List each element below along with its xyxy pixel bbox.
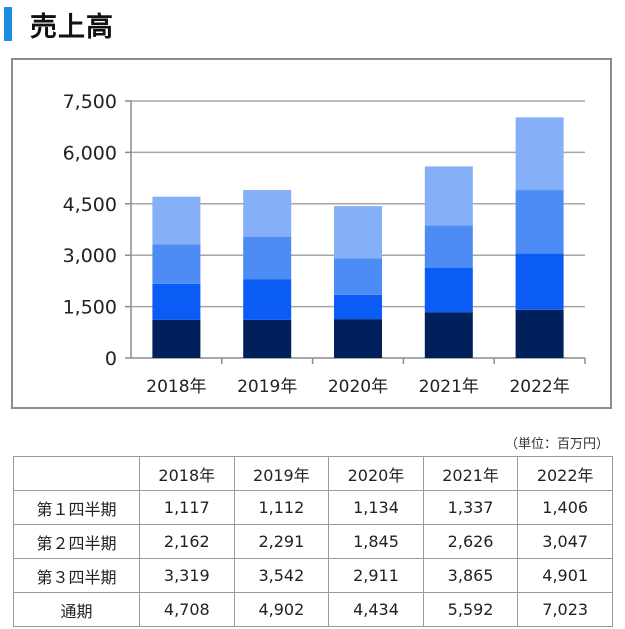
- x-tick-label: 2021年: [419, 377, 479, 397]
- title-accent-bar: [4, 7, 12, 41]
- page-title: 売上高: [30, 11, 114, 43]
- x-tick-label: 2020年: [328, 377, 388, 397]
- bar-segment: [152, 283, 201, 320]
- bar-segment: [515, 190, 564, 254]
- y-tick-label: 7,500: [63, 91, 117, 113]
- bar-segment: [424, 268, 473, 313]
- bar-segment: [334, 206, 382, 259]
- table-cell: 3,047: [517, 524, 613, 559]
- chart-frame: 0 1,500 3,000 4,500 6,000 7,500 2018年 2019年 2020…: [11, 58, 612, 409]
- x-tick-label: 2019年: [237, 377, 297, 397]
- table-row-label: 通期: [13, 592, 140, 627]
- y-tick-label: 1,500: [63, 297, 117, 319]
- table-header-cell: 2021年: [422, 456, 519, 491]
- bar-segment: [334, 294, 382, 320]
- y-tick-label: 4,500: [63, 194, 117, 216]
- bar-segment: [152, 244, 201, 284]
- table-row-label: 第３四半期: [13, 558, 140, 593]
- table-header-cell: 2018年: [139, 456, 235, 491]
- table-row-label: 第１四半期: [13, 490, 140, 525]
- bar-segment: [243, 236, 292, 280]
- table-cell: 1,117: [139, 490, 235, 525]
- table-cell: 2,162: [139, 524, 235, 559]
- table-row: 第３四半期 3,319 3,542 2,911 3,865 4,901: [13, 558, 613, 593]
- sales-table: 2018年 2019年 2020年 2021年 2022年 第１四半期 1,11…: [13, 456, 613, 627]
- bar-segment: [334, 319, 382, 358]
- table-header-cell: 2022年: [517, 456, 613, 491]
- table-cell: 1,134: [328, 490, 424, 525]
- table-corner-cell: [13, 456, 140, 491]
- table-row: 通期 4,708 4,902 4,434 5,592 7,023: [13, 592, 613, 627]
- bar-segment: [424, 166, 473, 226]
- bar-segment: [515, 253, 564, 310]
- y-tick-label: 0: [105, 348, 117, 370]
- table-header-cell: 2019年: [233, 456, 330, 491]
- y-tick-label: 6,000: [63, 142, 117, 164]
- bar-segment: [243, 190, 292, 237]
- table-cell: 2,911: [328, 558, 424, 593]
- y-tick-label: 3,000: [63, 245, 117, 267]
- table-cell: 2,291: [233, 524, 330, 559]
- table-cell: 5,592: [422, 592, 519, 627]
- x-tick-label: 2022年: [509, 377, 569, 397]
- bar-segment: [515, 309, 564, 358]
- table-cell: 1,337: [422, 490, 519, 525]
- table-cell: 4,434: [328, 592, 424, 627]
- bar-segment: [243, 319, 292, 358]
- table-row-label: 第２四半期: [13, 524, 140, 559]
- table-cell: 3,542: [233, 558, 330, 593]
- bar-segment: [243, 279, 292, 320]
- bar-segment: [424, 225, 473, 269]
- table-header-row: 2018年 2019年 2020年 2021年 2022年: [13, 456, 613, 491]
- bar-segment: [424, 312, 473, 358]
- unit-note: （単位：百万円）: [504, 437, 609, 452]
- bar-segment: [152, 319, 201, 358]
- table-cell: 7,023: [517, 592, 613, 627]
- table-row: 第１四半期 1,117 1,112 1,134 1,337 1,406: [13, 490, 613, 525]
- table-cell: 3,865: [422, 558, 519, 593]
- x-tick-label: 2018年: [146, 377, 206, 397]
- table-header-cell: 2020年: [328, 456, 424, 491]
- table-cell: 4,901: [517, 558, 613, 593]
- bar-segment: [152, 196, 201, 245]
- page-title-block: 売上高: [4, 6, 114, 43]
- bar-segment: [334, 258, 382, 295]
- bar-segment: [515, 117, 564, 191]
- table-cell: 1,406: [517, 490, 613, 525]
- table-cell: 2,626: [422, 524, 519, 559]
- table-cell: 1,112: [233, 490, 330, 525]
- table-row: 第２四半期 2,162 2,291 1,845 2,626 3,047: [13, 524, 613, 559]
- stacked-bar-chart: 0 1,500 3,000 4,500 6,000 7,500 2018年 2019年 2020…: [63, 91, 586, 397]
- table-cell: 4,708: [139, 592, 235, 627]
- table-cell: 1,845: [328, 524, 424, 559]
- table-cell: 4,902: [233, 592, 330, 627]
- table-cell: 3,319: [139, 558, 235, 593]
